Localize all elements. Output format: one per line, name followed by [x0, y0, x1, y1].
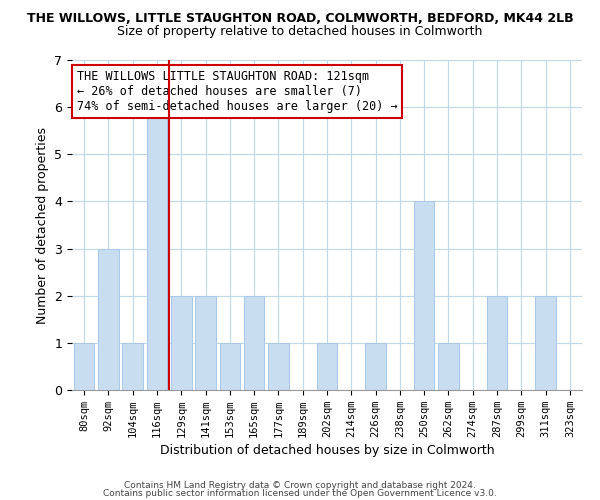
Bar: [317, 343, 337, 390]
Y-axis label: Number of detached properties: Number of detached properties: [36, 126, 49, 324]
Bar: [146, 107, 167, 390]
Bar: [268, 343, 289, 390]
Text: THE WILLOWS, LITTLE STAUGHTON ROAD, COLMWORTH, BEDFORD, MK44 2LB: THE WILLOWS, LITTLE STAUGHTON ROAD, COLM…: [26, 12, 574, 26]
Bar: [438, 343, 459, 390]
Bar: [244, 296, 265, 390]
Text: Size of property relative to detached houses in Colmworth: Size of property relative to detached ho…: [118, 25, 482, 38]
Text: THE WILLOWS LITTLE STAUGHTON ROAD: 121sqm
← 26% of detached houses are smaller (: THE WILLOWS LITTLE STAUGHTON ROAD: 121sq…: [77, 70, 398, 113]
X-axis label: Distribution of detached houses by size in Colmworth: Distribution of detached houses by size …: [160, 444, 494, 457]
Text: Contains public sector information licensed under the Open Government Licence v3: Contains public sector information licen…: [103, 490, 497, 498]
Bar: [487, 296, 508, 390]
Bar: [171, 296, 191, 390]
Bar: [365, 343, 386, 390]
Bar: [74, 343, 94, 390]
Bar: [98, 248, 119, 390]
Bar: [195, 296, 216, 390]
Bar: [122, 343, 143, 390]
Bar: [414, 202, 434, 390]
Bar: [535, 296, 556, 390]
Text: Contains HM Land Registry data © Crown copyright and database right 2024.: Contains HM Land Registry data © Crown c…: [124, 481, 476, 490]
Bar: [220, 343, 240, 390]
